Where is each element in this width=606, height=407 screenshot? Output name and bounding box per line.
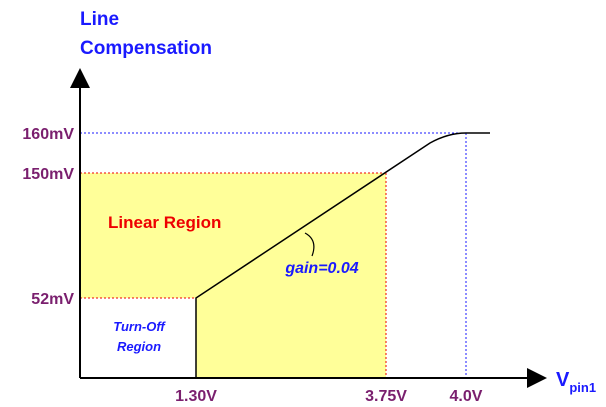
- red-guides: [80, 172, 387, 378]
- y-tick-label: 160mV: [22, 126, 74, 143]
- x-tick-label: 1.30V: [175, 388, 217, 405]
- blue-guides: [80, 132, 470, 378]
- x-label-sub: pin1: [569, 380, 596, 395]
- turnoff-label: Region: [117, 339, 161, 354]
- y-tick-label: 52mV: [31, 291, 74, 308]
- linear-region: [80, 173, 386, 378]
- x-tick-label: 3.75V: [365, 388, 407, 405]
- y-title: Compensation: [80, 38, 212, 59]
- linear-label: Linear Region: [108, 213, 221, 232]
- turnoff-label: Turn-Off: [113, 319, 166, 334]
- x-tick-label: 4.0V: [450, 388, 483, 405]
- y-title: Line: [80, 9, 119, 30]
- x-label-main: V: [556, 369, 570, 391]
- curve: [195, 132, 490, 378]
- x-axis-label: Vpin1: [556, 369, 596, 395]
- y-tick-label: 150mV: [22, 166, 74, 183]
- gain-label: gain=0.04: [284, 260, 358, 277]
- gain-pointer: [304, 232, 315, 257]
